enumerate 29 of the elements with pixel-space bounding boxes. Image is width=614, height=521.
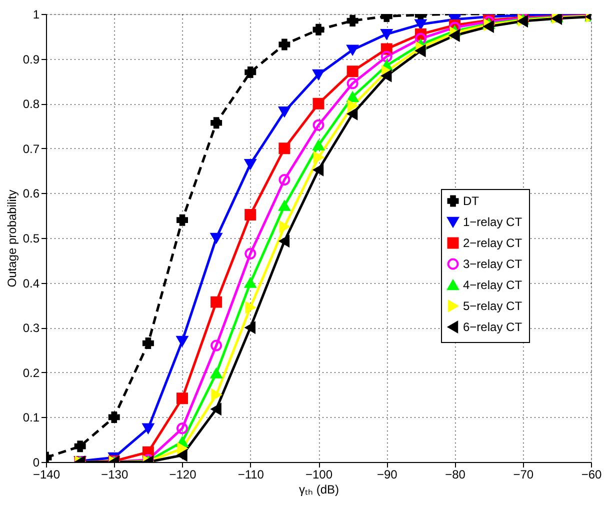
legend-label: 1−relay CT <box>463 215 523 229</box>
x-tick-label: −80 <box>445 468 466 482</box>
y-tick-label: 0.7 <box>22 142 40 156</box>
y-tick-label: 0.8 <box>22 97 40 112</box>
legend-label: 3−relay CT <box>463 257 523 271</box>
y-tick-label: 0.1 <box>22 410 40 425</box>
x-axis-title: γₜₕ (dB) <box>298 482 340 496</box>
y-tick-label: 0.3 <box>22 321 40 336</box>
x-tick-label: −70 <box>513 468 534 482</box>
legend-label: 6−relay CT <box>463 320 523 334</box>
x-tick-label: −140 <box>32 468 60 482</box>
y-tick-label: 0.4 <box>22 276 40 290</box>
legend-label: DT <box>463 194 480 208</box>
x-tick-label: −110 <box>238 468 264 482</box>
y-tick-label: 0.2 <box>22 366 40 380</box>
y-tick-label: 0.6 <box>22 186 40 201</box>
x-tick-label: −100 <box>305 468 333 482</box>
y-tick-label: 1 <box>32 8 40 22</box>
y-tick-label: 0 <box>32 456 40 470</box>
x-tick-label: −130 <box>101 468 128 482</box>
y-tick-label: 0.9 <box>22 52 40 66</box>
x-tick-label: −60 <box>581 468 602 482</box>
y-tick-label: 0.5 <box>22 232 40 246</box>
legend-label: 4−relay CT <box>463 278 523 292</box>
legend-label: 2−relay CT <box>463 236 523 250</box>
x-tick-label: −90 <box>376 468 398 482</box>
legend-label: 5−relay CT <box>463 299 523 313</box>
x-tick-label: −120 <box>169 468 197 482</box>
y-axis-title: Outage probability <box>4 190 19 288</box>
